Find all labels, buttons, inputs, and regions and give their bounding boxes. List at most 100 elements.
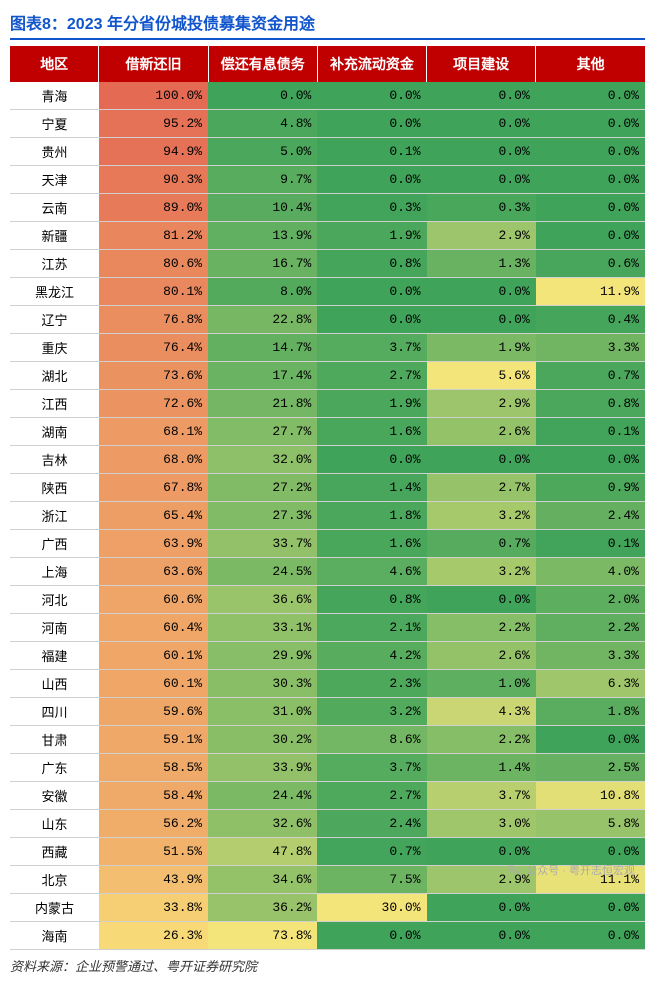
- value-cell: 2.9%: [427, 222, 536, 250]
- table-row: 新疆81.2%13.9%1.9%2.9%0.0%: [10, 222, 645, 250]
- value-cell: 13.9%: [208, 222, 317, 250]
- value-cell: 31.0%: [208, 698, 317, 726]
- table-body: 青海100.0%0.0%0.0%0.0%0.0%宁夏95.2%4.8%0.0%0…: [10, 82, 645, 950]
- value-cell: 58.4%: [99, 782, 208, 810]
- region-cell: 青海: [10, 82, 99, 110]
- value-cell: 0.0%: [317, 922, 426, 950]
- value-cell: 0.0%: [427, 586, 536, 614]
- region-cell: 江苏: [10, 250, 99, 278]
- value-cell: 59.6%: [99, 698, 208, 726]
- table-row: 山东56.2%32.6%2.4%3.0%5.8%: [10, 810, 645, 838]
- region-cell: 黑龙江: [10, 278, 99, 306]
- value-cell: 47.8%: [208, 838, 317, 866]
- value-cell: 3.2%: [427, 502, 536, 530]
- value-cell: 14.7%: [208, 334, 317, 362]
- value-cell: 63.9%: [99, 530, 208, 558]
- value-cell: 58.5%: [99, 754, 208, 782]
- value-cell: 33.8%: [99, 894, 208, 922]
- value-cell: 5.0%: [208, 138, 317, 166]
- value-cell: 1.3%: [427, 250, 536, 278]
- col-header-1: 借新还旧: [99, 46, 208, 82]
- value-cell: 8.0%: [208, 278, 317, 306]
- value-cell: 4.2%: [317, 642, 426, 670]
- value-cell: 1.9%: [317, 390, 426, 418]
- value-cell: 0.8%: [536, 390, 645, 418]
- figure-title: 图表8：2023 年分省份城投债募集资金用途: [10, 10, 645, 40]
- table-row: 上海63.6%24.5%4.6%3.2%4.0%: [10, 558, 645, 586]
- value-cell: 3.0%: [427, 810, 536, 838]
- region-cell: 宁夏: [10, 110, 99, 138]
- value-cell: 2.1%: [317, 614, 426, 642]
- table-row: 海南26.3%73.8%0.0%0.0%0.0%: [10, 922, 645, 950]
- value-cell: 27.2%: [208, 474, 317, 502]
- value-cell: 89.0%: [99, 194, 208, 222]
- region-cell: 内蒙古: [10, 894, 99, 922]
- value-cell: 3.2%: [317, 698, 426, 726]
- table-row: 黑龙江80.1%8.0%0.0%0.0%11.9%: [10, 278, 645, 306]
- value-cell: 0.0%: [536, 82, 645, 110]
- value-cell: 2.4%: [317, 810, 426, 838]
- value-cell: 2.9%: [427, 390, 536, 418]
- region-cell: 福建: [10, 642, 99, 670]
- table-row: 江西72.6%21.8%1.9%2.9%0.8%: [10, 390, 645, 418]
- value-cell: 90.3%: [99, 166, 208, 194]
- value-cell: 30.0%: [317, 894, 426, 922]
- region-cell: 西藏: [10, 838, 99, 866]
- value-cell: 0.0%: [427, 166, 536, 194]
- value-cell: 0.0%: [427, 306, 536, 334]
- value-cell: 73.6%: [99, 362, 208, 390]
- value-cell: 21.8%: [208, 390, 317, 418]
- value-cell: 0.0%: [427, 110, 536, 138]
- value-cell: 68.1%: [99, 418, 208, 446]
- region-cell: 河北: [10, 586, 99, 614]
- value-cell: 95.2%: [99, 110, 208, 138]
- value-cell: 3.3%: [536, 334, 645, 362]
- table-row: 青海100.0%0.0%0.0%0.0%0.0%: [10, 82, 645, 110]
- value-cell: 4.6%: [317, 558, 426, 586]
- table-row: 广东58.5%33.9%3.7%1.4%2.5%: [10, 754, 645, 782]
- value-cell: 36.2%: [208, 894, 317, 922]
- value-cell: 73.8%: [208, 922, 317, 950]
- value-cell: 4.3%: [427, 698, 536, 726]
- value-cell: 2.2%: [536, 614, 645, 642]
- region-cell: 湖南: [10, 418, 99, 446]
- value-cell: 60.1%: [99, 642, 208, 670]
- value-cell: 0.3%: [317, 194, 426, 222]
- table-row: 山西60.1%30.3%2.3%1.0%6.3%: [10, 670, 645, 698]
- region-cell: 广东: [10, 754, 99, 782]
- region-cell: 上海: [10, 558, 99, 586]
- region-cell: 新疆: [10, 222, 99, 250]
- watermark: 公众号 · 粤开志恒宏观: [506, 862, 635, 878]
- col-header-4: 项目建设: [427, 46, 536, 82]
- value-cell: 60.1%: [99, 670, 208, 698]
- value-cell: 0.0%: [536, 222, 645, 250]
- col-header-3: 补充流动资金: [317, 46, 426, 82]
- value-cell: 0.0%: [317, 166, 426, 194]
- table-row: 内蒙古33.8%36.2%30.0%0.0%0.0%: [10, 894, 645, 922]
- value-cell: 32.6%: [208, 810, 317, 838]
- value-cell: 2.6%: [427, 642, 536, 670]
- value-cell: 76.4%: [99, 334, 208, 362]
- value-cell: 0.9%: [536, 474, 645, 502]
- table-row: 贵州94.9%5.0%0.1%0.0%0.0%: [10, 138, 645, 166]
- table-row: 河南60.4%33.1%2.1%2.2%2.2%: [10, 614, 645, 642]
- value-cell: 1.9%: [317, 222, 426, 250]
- value-cell: 0.0%: [536, 726, 645, 754]
- value-cell: 80.1%: [99, 278, 208, 306]
- value-cell: 100.0%: [99, 82, 208, 110]
- value-cell: 0.0%: [427, 894, 536, 922]
- region-cell: 云南: [10, 194, 99, 222]
- watermark-text: 公众号 · 粤开志恒宏观: [526, 862, 635, 878]
- value-cell: 29.9%: [208, 642, 317, 670]
- value-cell: 32.0%: [208, 446, 317, 474]
- value-cell: 3.2%: [427, 558, 536, 586]
- region-cell: 四川: [10, 698, 99, 726]
- value-cell: 0.0%: [427, 922, 536, 950]
- value-cell: 0.0%: [536, 110, 645, 138]
- value-cell: 67.8%: [99, 474, 208, 502]
- value-cell: 33.9%: [208, 754, 317, 782]
- value-cell: 2.2%: [427, 614, 536, 642]
- heatmap-table: 地区借新还旧偿还有息债务补充流动资金项目建设其他 青海100.0%0.0%0.0…: [10, 46, 645, 950]
- value-cell: 1.8%: [536, 698, 645, 726]
- value-cell: 17.4%: [208, 362, 317, 390]
